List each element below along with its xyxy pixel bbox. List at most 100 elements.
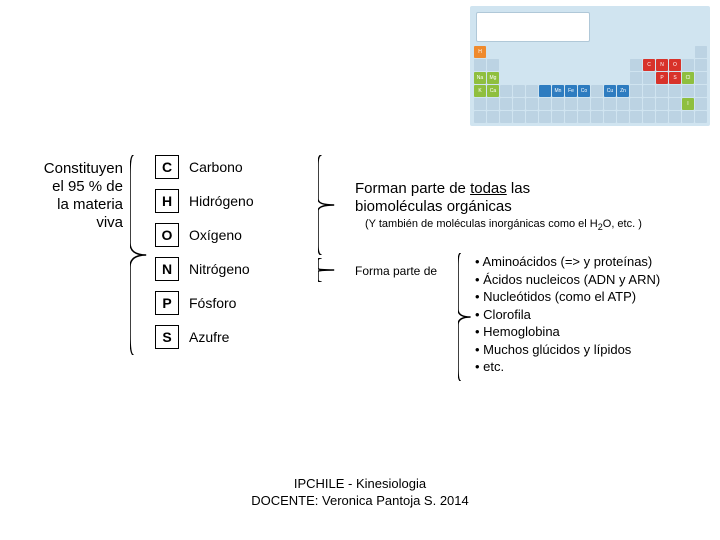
- element-row: P Fósforo: [155, 291, 254, 315]
- pt-cell: [552, 111, 564, 123]
- element-symbol: H: [155, 189, 179, 213]
- pt-cell: [552, 98, 564, 110]
- pt-highlight: [630, 72, 642, 84]
- pt-highlight: [695, 85, 707, 97]
- biomol-text-a: Forman parte de: [355, 180, 470, 197]
- element-symbol: P: [155, 291, 179, 315]
- pt-cell: [643, 98, 655, 110]
- element-symbol: O: [155, 223, 179, 247]
- pt-cell: [578, 111, 590, 123]
- footer-line-1: IPCHILE - Kinesiologia: [0, 476, 720, 493]
- left-line-2: el 95 % de: [28, 178, 123, 196]
- pt-highlight: Na: [474, 72, 486, 84]
- pt-cell: [656, 85, 668, 97]
- pt-highlight: I: [682, 98, 694, 110]
- pt-highlight: Cl: [682, 72, 694, 84]
- element-row: SAzufre: [155, 325, 254, 349]
- pt-cell: [565, 111, 577, 123]
- forma-parte-label: Forma parte de: [355, 264, 437, 278]
- pt-cell: [500, 98, 512, 110]
- pt-cell: [500, 111, 512, 123]
- pt-highlight: P: [656, 72, 668, 84]
- pt-cell: [500, 85, 512, 97]
- pt-highlight: [695, 98, 707, 110]
- pt-cell: [604, 98, 616, 110]
- pt-highlight: [695, 72, 707, 84]
- pt-cell: [591, 111, 603, 123]
- nitrogen-compound-list: Aminoácidos (=> y proteínas)Ácidos nucle…: [475, 253, 715, 376]
- pt-cell: [669, 85, 681, 97]
- element-row: H Hidrógeno: [155, 189, 254, 213]
- pt-highlight: Co: [578, 85, 590, 97]
- element-name: Azufre: [189, 329, 229, 345]
- pt-highlight: H: [474, 46, 486, 58]
- pt-highlight: Mg: [487, 72, 499, 84]
- pt-cell: [604, 111, 616, 123]
- pt-cell: [526, 85, 538, 97]
- pt-cell: [526, 111, 538, 123]
- element-list: CCarbono H Hidrógeno O Oxígeno N Nitrógeno P Fós…: [155, 155, 254, 359]
- pt-cell: [513, 85, 525, 97]
- left-line-1: Constituyen: [28, 160, 123, 178]
- pt-highlight: [474, 98, 486, 110]
- pt-highlight: [630, 59, 642, 71]
- periodic-table: HCNONaMgPSClKCaMnFeCoCuZnI: [470, 6, 710, 126]
- pt-cell: [643, 85, 655, 97]
- pt-cell: [591, 98, 603, 110]
- pt-highlight: N: [656, 59, 668, 71]
- list-item: Aminoácidos (=> y proteínas): [475, 253, 715, 271]
- pt-highlight: [695, 59, 707, 71]
- pt-cell: [656, 111, 668, 123]
- pt-highlight: S: [669, 72, 681, 84]
- footer-line-2: DOCENTE: Veronica Pantoja S. 2014: [0, 493, 720, 510]
- element-name: Oxígeno: [189, 227, 242, 243]
- pt-cell: [656, 98, 668, 110]
- pt-highlight: [474, 59, 486, 71]
- list-item: Hemoglobina: [475, 323, 715, 341]
- periodic-table-note-box: [476, 12, 590, 42]
- pt-highlight: O: [669, 59, 681, 71]
- pt-highlight: Mn: [552, 85, 564, 97]
- element-name: Carbono: [189, 159, 243, 175]
- list-item: Nucleótidos (como el ATP): [475, 288, 715, 306]
- pt-cell: [630, 111, 642, 123]
- brace-list: [458, 253, 472, 381]
- pt-cell: [487, 111, 499, 123]
- pt-cell: [565, 98, 577, 110]
- pt-cell: [695, 111, 707, 123]
- brace-cho: [318, 155, 336, 255]
- pt-highlight: [539, 85, 551, 97]
- biomol-underline: todas: [470, 180, 507, 197]
- element-name: Nitrógeno: [189, 261, 250, 277]
- element-name: Fósforo: [189, 295, 236, 311]
- element-row: CCarbono: [155, 155, 254, 179]
- biomol-text-b: biomoléculas orgánicas: [355, 198, 512, 215]
- biomolecule-note: Forman parte de todas las biomoléculas o…: [355, 180, 675, 216]
- pt-cell: [526, 98, 538, 110]
- pt-highlight: Ca: [487, 85, 499, 97]
- pt-highlight: [487, 59, 499, 71]
- biomolecule-subnote: (Y también de moléculas inorgánicas como…: [365, 218, 705, 232]
- pt-cell: [682, 111, 694, 123]
- element-name: Hidrógeno: [189, 193, 254, 209]
- pt-highlight: [630, 85, 642, 97]
- left-description: Constituyen el 95 % de la materia viva: [28, 160, 123, 232]
- pt-cell: [513, 111, 525, 123]
- pt-cell: [669, 98, 681, 110]
- pt-highlight: Fe: [565, 85, 577, 97]
- pt-cell: [474, 111, 486, 123]
- element-row: N Nitrógeno: [155, 257, 254, 281]
- footer: IPCHILE - Kinesiologia DOCENTE: Veronica…: [0, 476, 720, 510]
- pt-cell: [643, 111, 655, 123]
- element-row: O Oxígeno: [155, 223, 254, 247]
- pt-cell: [539, 98, 551, 110]
- pt-highlight: [643, 72, 655, 84]
- biomol-text-a2: las: [507, 180, 530, 197]
- element-symbol: N: [155, 257, 179, 281]
- pt-cell: [630, 98, 642, 110]
- pt-highlight: [682, 59, 694, 71]
- left-line-4: viva: [28, 214, 123, 232]
- pt-highlight: K: [474, 85, 486, 97]
- pt-highlight: [487, 98, 499, 110]
- list-item: Clorofila: [475, 306, 715, 324]
